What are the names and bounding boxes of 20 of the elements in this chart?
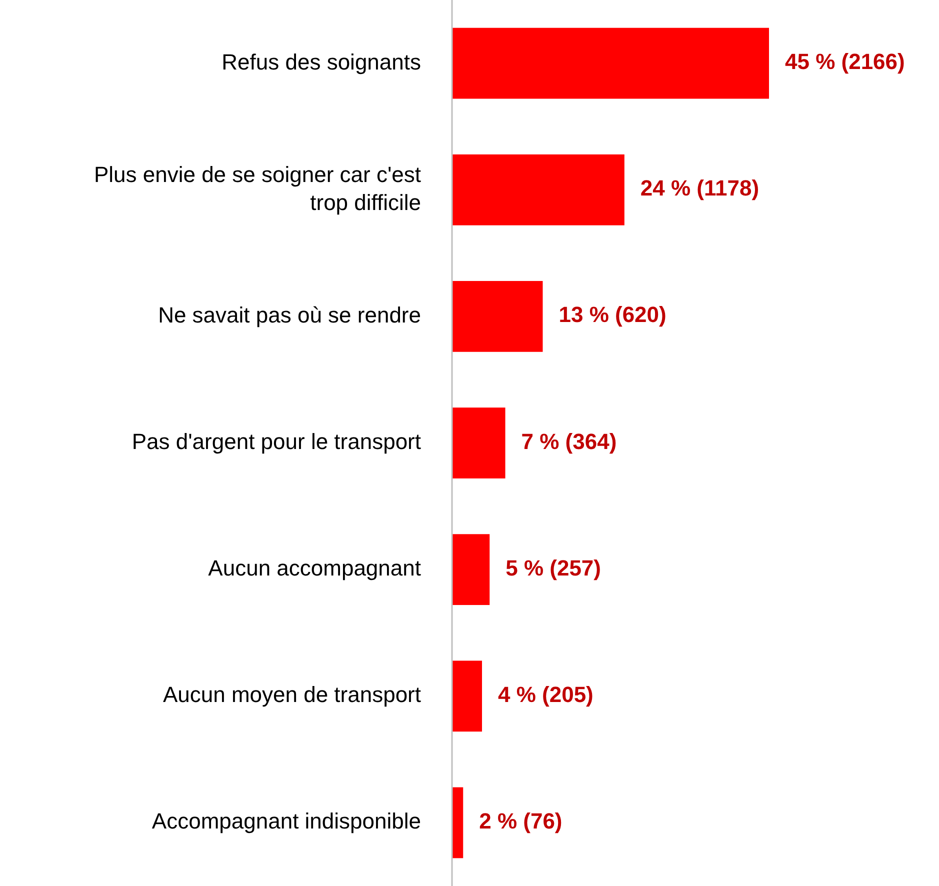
data-label: 13 % (620) — [558, 302, 666, 328]
y-tick-label: Ne savait pas où se rendre — [158, 302, 421, 328]
data-label: 5 % (257) — [506, 555, 602, 580]
data-label: 7 % (364) — [521, 428, 617, 454]
data-label: 45 % (2166) — [785, 49, 905, 74]
y-tick-label: Aucun accompagnant — [208, 555, 421, 580]
bar — [452, 280, 543, 352]
y-tick-label: Refus des soignants — [222, 49, 421, 74]
y-tick-label: Accompagnant indisponible — [152, 808, 421, 834]
data-label: 2 % (76) — [479, 808, 562, 834]
data-label: 4 % (205) — [498, 682, 594, 707]
bar — [452, 534, 490, 606]
y-tick-label: Plus envie de se soigner car c'est trop difficile — [94, 162, 421, 215]
bar — [452, 28, 769, 99]
bar — [452, 660, 482, 732]
bar — [452, 154, 624, 226]
y-tick-label: Pas d'argent pour le transport — [132, 428, 421, 454]
data-label: 24 % (1178) — [640, 176, 760, 201]
y-tick-label: Aucun moyen de transport — [162, 682, 421, 707]
bar — [452, 408, 506, 478]
